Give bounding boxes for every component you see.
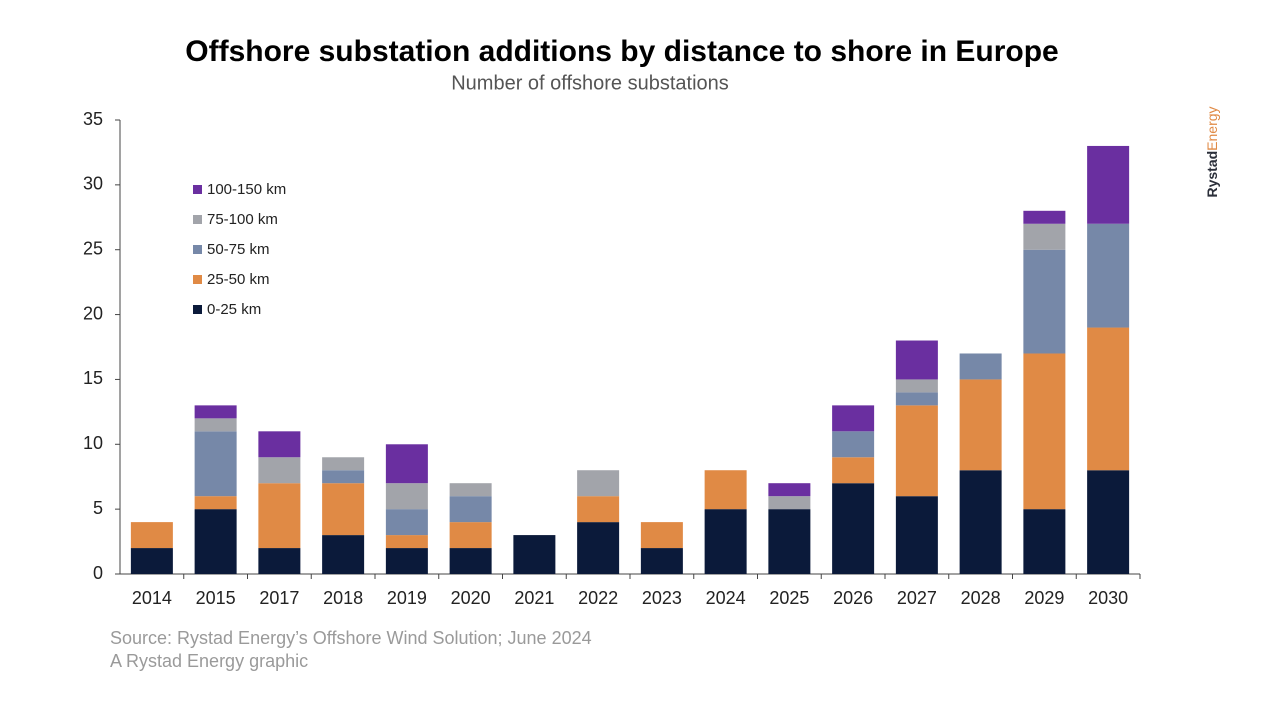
bar-segment [513, 535, 556, 574]
x-tick-label: 2027 [897, 588, 937, 608]
x-tick-label: 2028 [961, 588, 1001, 608]
bar-segment [577, 522, 620, 574]
chart-subtitle: Number of offshore substations [451, 72, 729, 94]
bar-segment [1023, 353, 1066, 510]
bar-segment [895, 379, 938, 393]
bar-segment [194, 431, 237, 497]
legend-label: 25-50 km [207, 271, 270, 288]
x-tick-label: 2022 [578, 588, 618, 608]
bar-segment [704, 509, 747, 574]
logo-second: Energy [1204, 106, 1220, 150]
bar-segment [385, 548, 428, 574]
bar-segment [895, 405, 938, 497]
bar-segment [895, 340, 938, 380]
bar-segment [1023, 223, 1066, 250]
x-tick-label: 2024 [706, 588, 746, 608]
bar-segment [194, 418, 237, 432]
bar-segment [768, 483, 811, 497]
bar-segment [322, 470, 365, 484]
bar-segment [832, 457, 875, 484]
x-tick-label: 2030 [1088, 588, 1128, 608]
bar-segment [449, 548, 492, 574]
bar-segment [130, 522, 173, 549]
legend-swatch [193, 185, 202, 194]
bar-segment [895, 496, 938, 574]
bar-segment [959, 470, 1002, 574]
x-tick-label: 2020 [451, 588, 491, 608]
bar-segment [768, 509, 811, 574]
x-tick-label: 2018 [323, 588, 363, 608]
x-tick-label: 2017 [259, 588, 299, 608]
bar-segment [832, 431, 875, 458]
y-tick-label: 0 [93, 563, 103, 583]
legend-label: 100-150 km [207, 181, 286, 198]
x-tick-label: 2014 [132, 588, 172, 608]
bar-segment [130, 548, 173, 574]
bar-segment [832, 483, 875, 574]
bar-segment [1087, 145, 1130, 224]
credit: A Rystad Energy graphic [110, 651, 308, 671]
bar-segment [640, 548, 683, 574]
bar-segment [1023, 210, 1066, 224]
bar-segment [322, 535, 365, 574]
bar-segment [1087, 223, 1130, 328]
bar-segment [449, 483, 492, 497]
bar-segment [640, 522, 683, 549]
bar-segment [959, 379, 1002, 471]
logo: RystadEnergy [1204, 106, 1220, 197]
bar-segment [959, 353, 1002, 380]
y-tick-label: 30 [83, 174, 103, 194]
legend-label: 75-100 km [207, 211, 278, 228]
bar-segment [1087, 470, 1130, 574]
y-tick-label: 35 [83, 109, 103, 129]
x-tick-label: 2021 [514, 588, 554, 608]
legend-swatch [193, 215, 202, 224]
bar-segment [194, 405, 237, 419]
legend-label: 0-25 km [207, 301, 261, 318]
logo-first: Rystad [1204, 151, 1220, 198]
bar-segment [768, 496, 811, 510]
bar-segment [1087, 327, 1130, 471]
legend-swatch [193, 275, 202, 284]
chart-title: Offshore substation additions by distanc… [185, 35, 1058, 68]
y-tick-label: 20 [83, 303, 103, 323]
x-tick-label: 2025 [769, 588, 809, 608]
x-tick-label: 2015 [196, 588, 236, 608]
bar-segment [449, 522, 492, 549]
bar-segment [258, 548, 301, 574]
bar-segment [1023, 509, 1066, 574]
bar-segment [258, 483, 301, 549]
bar-segment [322, 483, 365, 536]
legend-swatch [193, 245, 202, 254]
x-tick-label: 2026 [833, 588, 873, 608]
bar-segment [322, 457, 365, 471]
bar-segment [449, 496, 492, 523]
bar-segment [385, 535, 428, 549]
bar-segment [385, 444, 428, 484]
bar-segment [704, 470, 747, 510]
bar-segment [258, 431, 301, 458]
y-tick-label: 5 [93, 498, 103, 518]
bar-segment [194, 509, 237, 574]
bar-segment [577, 496, 620, 523]
bar-segment [385, 483, 428, 510]
y-tick-label: 25 [83, 238, 103, 258]
bar-segment [1023, 249, 1066, 354]
x-tick-label: 2023 [642, 588, 682, 608]
y-tick-label: 15 [83, 368, 103, 388]
bar-segment [258, 457, 301, 484]
x-tick-label: 2019 [387, 588, 427, 608]
x-tick-label: 2029 [1024, 588, 1064, 608]
y-tick-label: 10 [83, 433, 103, 453]
bar-segment [832, 405, 875, 432]
legend-swatch [193, 305, 202, 314]
bar-segment [577, 470, 620, 497]
legend-label: 50-75 km [207, 241, 270, 258]
bar-segment [194, 496, 237, 510]
source: Source: Rystad Energy’s Offshore Wind So… [110, 628, 592, 648]
bar-segment [385, 509, 428, 536]
bar-segment [895, 392, 938, 406]
